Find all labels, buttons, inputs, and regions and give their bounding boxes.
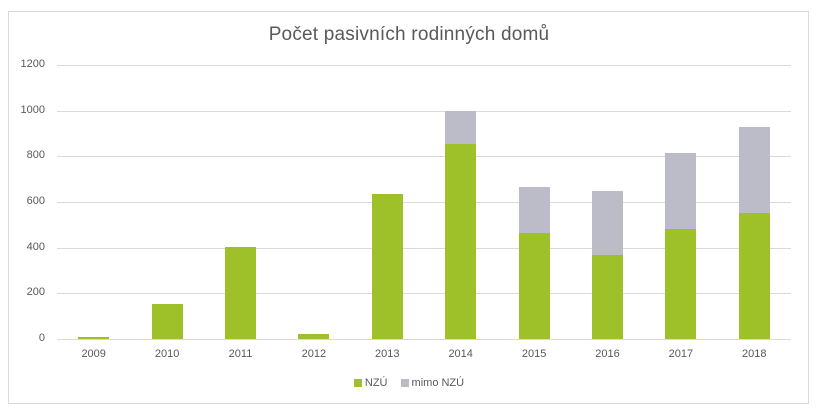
legend-swatch-nzu — [353, 379, 362, 387]
x-tick-label: 2015 — [521, 348, 547, 360]
legend-swatch-mimo-nzu — [400, 379, 409, 387]
y-tick-label: 800 — [26, 149, 45, 162]
bar-segment — [665, 228, 697, 339]
gridline — [57, 156, 791, 158]
x-tick-label: 2018 — [742, 348, 767, 360]
bar-segment — [298, 334, 330, 339]
bar-segment — [445, 144, 477, 339]
gridline — [57, 65, 791, 66]
x-tick-label: 2017 — [668, 348, 694, 360]
x-axis-line — [57, 339, 791, 340]
bar-segment — [592, 191, 623, 255]
gridline — [57, 293, 791, 295]
gridline — [57, 247, 791, 249]
y-tick-label: 600 — [26, 195, 45, 207]
x-tick-label: 2013 — [375, 348, 400, 360]
bar-segment — [665, 152, 697, 229]
legend-item-mimo-nzu: mimo NZÚ — [400, 377, 465, 389]
bar-segment — [738, 127, 770, 213]
x-tick-label: 2014 — [448, 348, 473, 360]
bar-segment — [592, 254, 623, 339]
bar-segment — [445, 110, 477, 145]
bar-segment — [518, 186, 550, 234]
y-tick-label: 1000 — [20, 103, 45, 116]
x-tick-label: 2016 — [595, 348, 620, 360]
bar-segment — [78, 337, 110, 339]
bar-segment — [225, 247, 256, 339]
y-tick-label: 400 — [26, 240, 45, 253]
legend-label-nzu: NZÚ — [364, 377, 388, 389]
gridline — [57, 110, 791, 112]
y-tick-label: 200 — [26, 286, 45, 299]
bar-segment — [371, 193, 403, 339]
bar-segment — [518, 233, 550, 339]
chart-title: Počet pasivních rodinných domů — [268, 24, 550, 45]
x-tick-label: 2012 — [301, 348, 327, 360]
x-tick-label: 2010 — [154, 348, 180, 360]
gridline — [57, 202, 791, 203]
y-tick-label: 1200 — [20, 58, 45, 70]
bar-segment — [738, 212, 770, 339]
bar-segment — [151, 303, 183, 339]
y-tick-label: 0 — [38, 332, 45, 344]
legend-item-nzu: NZÚ — [353, 377, 388, 389]
legend-label-mimo-nzu: mimo NZÚ — [411, 377, 465, 389]
legend: NZÚ mimo NZÚ — [0, 377, 818, 390]
x-tick-label: 2011 — [228, 348, 253, 360]
x-tick-label: 2009 — [81, 348, 106, 360]
